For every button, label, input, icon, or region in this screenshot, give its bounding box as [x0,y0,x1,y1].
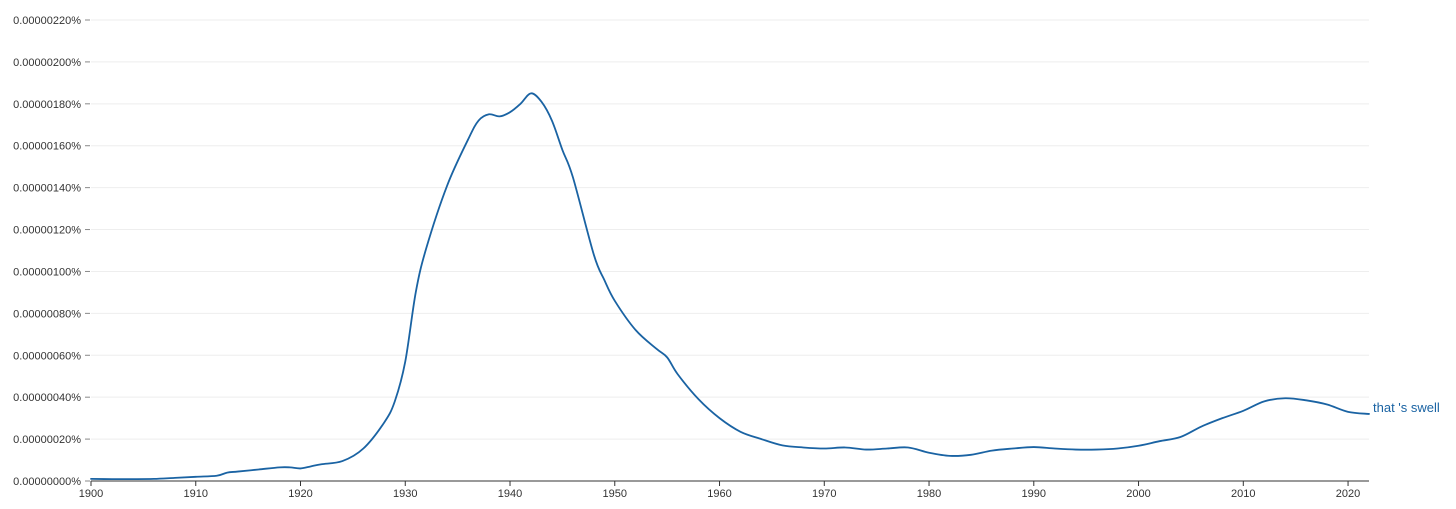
y-tick-label: 0.00000220% [13,15,81,27]
y-tick-label: 0.00000180% [13,99,81,111]
y-tick-label: 0.00000020% [13,434,81,446]
x-tick-label: 1940 [498,488,522,500]
x-tick-label: 1950 [603,488,627,500]
x-tick-label: 1990 [1022,488,1046,500]
y-tick-label: 0.00000120% [13,225,81,237]
x-tick-label: 1980 [917,488,941,500]
series-labels: that 's swell [1373,400,1440,415]
x-tick-label: 1930 [393,488,417,500]
x-axis: 1900 1910 1920 1930 1940 1950 1960 1970 1980 1990… [79,480,1369,500]
gridlines [91,19,1369,440]
x-tick-label: 2010 [1231,488,1255,500]
y-tick-label: 0.00000140% [13,183,81,195]
y-tick-label: 0.00000040% [13,392,81,404]
series-lines [90,92,1370,481]
series-line[interactable] [90,92,1370,481]
y-axis: 0.00000000% 0.00000020% 0.00000040% 0.00000… [13,15,90,488]
x-tick-label: 2020 [1336,488,1360,500]
x-tick-label: 2000 [1126,488,1150,500]
x-tick-label: 1900 [79,488,103,500]
y-tick-label: 0.00000000% [13,476,81,488]
series-label[interactable]: that 's swell [1373,400,1440,415]
y-tick-label: 0.00000100% [13,266,81,278]
y-tick-label: 0.00000060% [13,350,81,362]
y-tick-label: 0.00000160% [13,141,81,153]
y-tick-label: 0.00000200% [13,57,81,69]
x-tick-label: 1910 [184,488,208,500]
x-tick-label: 1960 [707,488,731,500]
x-tick-label: 1970 [812,488,836,500]
y-tick-label: 0.00000080% [13,308,81,320]
x-tick-label: 1920 [288,488,312,500]
